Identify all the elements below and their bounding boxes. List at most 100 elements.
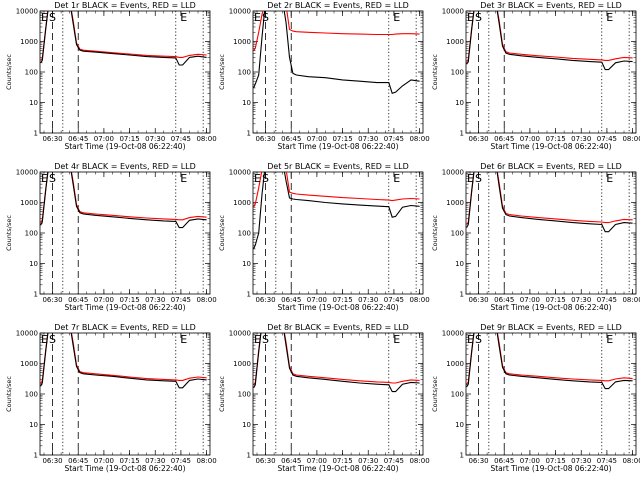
x-tick-label: 06:30 bbox=[468, 296, 488, 304]
y-tick-label: 1000 bbox=[20, 199, 38, 207]
x-tick-label: 08:00 bbox=[196, 457, 216, 465]
chart-title: Det 4r BLACK = Events, RED = LLD bbox=[54, 162, 196, 171]
chart-panel: Det 6r BLACK = Events, RED = LLD 1 10 100 10… bbox=[431, 162, 640, 312]
y-tick-label: 10 bbox=[29, 421, 38, 429]
chart-title: Det 3r BLACK = Events, RED = LLD bbox=[480, 1, 622, 10]
chart-panel: Det 1r BLACK = Events, RED = LLD 1 10 100 10… bbox=[5, 1, 217, 151]
plot-frame bbox=[39, 171, 211, 295]
series-line bbox=[253, 11, 420, 95]
x-tick-label: 07:15 bbox=[119, 457, 139, 465]
x-tick-label: 06:30 bbox=[42, 296, 62, 304]
chart-title: Det 6r BLACK = Events, RED = LLD bbox=[480, 162, 622, 171]
marker-label: E bbox=[180, 172, 187, 185]
chart-title: Det 7r BLACK = Events, RED = LLD bbox=[54, 323, 196, 332]
y-tick-label: 1000 bbox=[446, 38, 464, 46]
chart-panel: Det 4r BLACK = Events, RED = LLD 1 10 100 10… bbox=[5, 162, 217, 312]
x-tick-label: 07:00 bbox=[520, 135, 540, 143]
y-tick-label: 1 bbox=[247, 452, 251, 460]
series-group bbox=[253, 172, 420, 250]
x-tick-label: 08:00 bbox=[622, 135, 640, 143]
x-tick-label: 06:30 bbox=[255, 296, 275, 304]
marker-label: E bbox=[180, 333, 187, 346]
x-tick-label: 07:15 bbox=[332, 135, 352, 143]
marker-label: E bbox=[606, 172, 613, 185]
y-axis-label: Counts/sec bbox=[218, 376, 226, 412]
x-tick-label: 06:30 bbox=[468, 457, 488, 465]
x-tick-label: 07:30 bbox=[571, 457, 591, 465]
x-tick-label: 06:45 bbox=[494, 135, 514, 143]
series-group bbox=[466, 172, 633, 233]
marker-label: E bbox=[180, 11, 187, 24]
x-tick-label: 08:00 bbox=[409, 457, 429, 465]
x-tick-label: 07:00 bbox=[520, 457, 540, 465]
chart-title: Det 9r BLACK = Events, RED = LLD bbox=[480, 323, 622, 332]
marker-label: S bbox=[475, 333, 482, 346]
chart-panel: Det 9r BLACK = Events, RED = LLD 1 10 100 10… bbox=[431, 323, 640, 473]
x-tick-label: 06:45 bbox=[68, 457, 88, 465]
x-tick-label: 07:15 bbox=[332, 296, 352, 304]
x-tick-label: 07:00 bbox=[94, 457, 114, 465]
x-tick-label: 06:45 bbox=[68, 296, 88, 304]
x-tick-label: 08:00 bbox=[409, 135, 429, 143]
x-tick-label: 08:00 bbox=[196, 135, 216, 143]
marker-label: E bbox=[393, 11, 400, 24]
x-tick-label: 07:30 bbox=[358, 135, 378, 143]
marker-label: E bbox=[41, 333, 48, 346]
series-line bbox=[466, 333, 633, 390]
x-tick-label: 07:15 bbox=[119, 296, 139, 304]
y-tick-label: 10000 bbox=[229, 330, 251, 338]
x-tick-label: 07:00 bbox=[94, 135, 114, 143]
x-tick-label: 06:30 bbox=[468, 135, 488, 143]
marker-label: S bbox=[49, 11, 56, 24]
marker-label: E bbox=[254, 172, 261, 185]
y-tick-label: 10000 bbox=[229, 8, 251, 16]
y-tick-label: 100 bbox=[238, 391, 251, 399]
marker-label: E bbox=[393, 333, 400, 346]
marker-label: E bbox=[254, 11, 261, 24]
chart-panel: Det 8r BLACK = Events, RED = LLD 1 10 100 10… bbox=[218, 323, 430, 473]
x-tick-label: 07:30 bbox=[571, 135, 591, 143]
y-tick-label: 1 bbox=[34, 452, 38, 460]
marker-label: S bbox=[49, 172, 56, 185]
x-tick-label: 07:15 bbox=[545, 457, 565, 465]
y-tick-label: 10 bbox=[242, 99, 251, 107]
series-group bbox=[40, 172, 207, 229]
marker-label: E bbox=[467, 333, 474, 346]
x-tick-label: 07:30 bbox=[571, 296, 591, 304]
marker-label: S bbox=[262, 333, 269, 346]
marker-label: E bbox=[254, 333, 261, 346]
x-tick-label: 07:15 bbox=[545, 135, 565, 143]
x-tick-label: 07:45 bbox=[384, 135, 404, 143]
x-tick-label: 06:30 bbox=[255, 457, 275, 465]
y-tick-label: 1000 bbox=[233, 38, 251, 46]
x-tick-label: 08:00 bbox=[409, 296, 429, 304]
x-tick-label: 07:45 bbox=[597, 457, 617, 465]
marker-label: E bbox=[467, 172, 474, 185]
series-group bbox=[253, 11, 420, 95]
y-axis-label: Counts/sec bbox=[5, 215, 13, 251]
chart-panel: Det 7r BLACK = Events, RED = LLD 1 10 100 10… bbox=[5, 323, 217, 473]
marker-label: S bbox=[475, 172, 482, 185]
x-tick-label: 07:30 bbox=[145, 296, 165, 304]
y-tick-label: 1 bbox=[247, 130, 251, 138]
chart-title: Det 1r BLACK = Events, RED = LLD bbox=[54, 1, 196, 10]
x-tick-label: 07:00 bbox=[307, 296, 327, 304]
y-tick-label: 10 bbox=[242, 421, 251, 429]
y-tick-label: 1 bbox=[247, 291, 251, 299]
y-tick-label: 100 bbox=[451, 391, 464, 399]
x-tick-label: 07:00 bbox=[520, 296, 540, 304]
plot-frame bbox=[465, 332, 637, 456]
marker-label: E bbox=[393, 172, 400, 185]
x-tick-label: 06:45 bbox=[281, 296, 301, 304]
x-tick-label: 07:45 bbox=[171, 296, 191, 304]
marker-label: S bbox=[262, 172, 269, 185]
marker-label: S bbox=[475, 11, 482, 24]
y-tick-label: 100 bbox=[25, 391, 38, 399]
y-tick-label: 100 bbox=[238, 69, 251, 77]
x-tick-label: 06:45 bbox=[494, 457, 514, 465]
chart-panel: Det 5r BLACK = Events, RED = LLD 1 10 100 10… bbox=[218, 162, 430, 312]
y-tick-label: 10 bbox=[29, 260, 38, 268]
y-tick-label: 100 bbox=[451, 230, 464, 238]
chart-title: Det 8r BLACK = Events, RED = LLD bbox=[267, 323, 409, 332]
y-axis-label: Counts/sec bbox=[5, 54, 13, 90]
